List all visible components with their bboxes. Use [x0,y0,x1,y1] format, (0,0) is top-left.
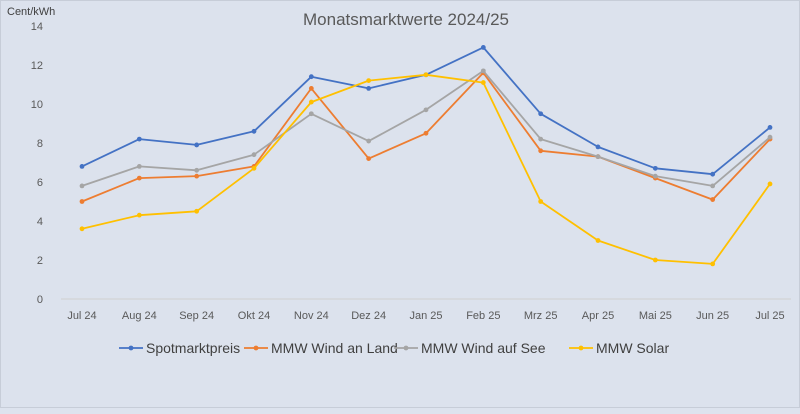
x-tick-label: Jul 24 [67,310,96,322]
data-point [366,78,372,83]
legend-label: MMW Wind auf See [421,340,546,356]
legend-label: Spotmarktpreis [146,340,240,356]
data-point [652,173,658,179]
data-point [194,208,200,214]
data-point [194,142,200,148]
x-tick-label: Apr 25 [582,310,614,322]
data-point [595,144,601,150]
y-tick-label: 6 [37,177,43,189]
data-point [538,199,544,204]
x-tick-label: Feb 25 [466,310,500,322]
data-point [767,125,773,130]
data-point [595,238,601,243]
data-point [308,86,314,91]
x-tick-label: Sep 24 [179,310,214,322]
data-point [710,197,716,202]
series-line-2 [81,71,771,203]
y-axis-label: Cent/kWh [7,6,55,18]
data-point [366,86,372,91]
data-point [79,199,85,204]
series-group [79,45,773,267]
data-point [136,136,142,142]
x-tick-label: Okt 24 [238,310,270,322]
x-tick-label: Dez 24 [351,310,386,322]
data-point [136,212,142,218]
legend-marker [253,345,259,351]
data-point [538,136,544,142]
data-point [194,173,200,179]
data-point [652,257,658,263]
data-point [480,80,486,85]
data-point [480,68,486,74]
data-point [251,128,257,134]
data-point [710,183,716,189]
data-point [194,167,200,173]
data-point [79,164,85,169]
legend-label: MMW Solar [596,340,669,356]
x-tick-label: Jul 25 [755,310,784,322]
y-tick-label: 2 [37,255,43,267]
data-point [251,152,257,158]
data-point [538,111,544,117]
x-tick-label: Jan 25 [409,310,442,322]
x-tick-label: Aug 24 [122,310,157,322]
data-point [652,165,658,171]
data-point [308,74,314,80]
y-tick-label: 8 [37,138,43,150]
y-axis-ticks: 0 2 4 6 8 10 12 14 [31,21,43,306]
data-point [595,154,601,160]
data-point [710,171,716,177]
data-point [366,138,372,144]
legend-marker [403,345,409,351]
data-point [308,99,314,105]
data-point [79,183,85,189]
data-point [251,165,257,171]
data-point [480,45,486,50]
y-tick-label: 10 [31,99,43,111]
x-tick-label: Mrz 25 [524,310,558,322]
chart-title: Monatsmarktwerte 2024/25 [303,10,509,29]
x-tick-label: Jun 25 [696,310,729,322]
legend-marker [578,345,584,351]
data-point [767,134,773,140]
data-point [136,175,142,181]
data-point [423,107,429,113]
data-point [79,226,85,232]
y-tick-label: 14 [31,21,43,33]
data-point [423,72,429,78]
legend: Spotmarktpreis MMW Wind an Land MMW Wind a… [119,340,669,356]
x-axis-ticks: Jul 24 Aug 24 Sep 24 Okt 24 Nov 24 Dez 24 Jan … [67,310,784,322]
legend-label: MMW Wind an Land [271,340,398,356]
data-point [308,111,314,117]
y-tick-label: 4 [37,216,43,228]
data-point [136,164,142,169]
data-point [423,130,429,136]
y-tick-label: 12 [31,60,43,72]
legend-marker [128,345,134,351]
x-tick-label: Mai 25 [639,310,672,322]
data-point [366,156,372,162]
y-tick-label: 0 [37,294,43,306]
data-point [538,148,544,154]
x-tick-label: Nov 24 [294,310,329,322]
data-point [710,261,716,267]
data-point [767,181,773,187]
